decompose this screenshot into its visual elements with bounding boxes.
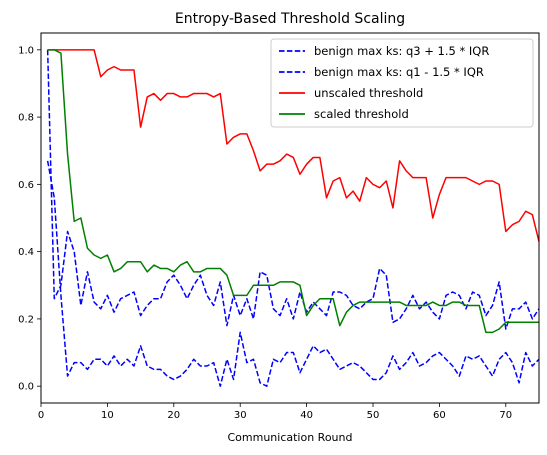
series-line-2 [46,160,540,387]
y-tick-label: 0.0 [18,382,34,393]
ticks-layer: 0 10 20 30 40 50 60 70 0.0 0.2 0.4 0.6 0.8 1.0 [18,45,512,421]
legend-label-2: benign max ks: q1 - 1.5 * IQR [314,65,484,79]
series-line-3 [47,49,540,242]
series-line-1 [46,49,540,330]
chart-title: Entropy-Based Threshold Scaling [175,11,405,27]
y-tick-label: 0.4 [18,247,34,258]
plot-frame [40,32,540,404]
legend-box [270,38,534,128]
x-tick-label: 20 [167,410,180,421]
y-tick-label: 0.8 [18,113,34,124]
legend-label-1: benign max ks: q3 + 1.5 * IQR [314,44,489,58]
legend-label-4: scaled threshold [314,107,409,121]
series-line-4 [47,49,539,334]
series-layer [46,49,540,387]
x-tick-label: 70 [499,410,512,421]
x-tick-label: 0 [38,410,44,421]
x-axis-label: Communication Round [227,431,352,444]
legend: benign max ks: q3 + 1.5 * IQR benign max … [270,38,534,128]
y-tick-label: 0.2 [18,314,34,325]
x-tick-label: 10 [101,410,114,421]
y-tick-label: 0.6 [18,180,34,191]
x-tick-label: 40 [300,410,313,421]
legend-label-3: unscaled threshold [314,86,423,100]
x-tick-label: 30 [234,410,247,421]
y-tick-label: 1.0 [18,45,34,56]
x-tick-label: 60 [433,410,446,421]
x-tick-label: 50 [367,410,380,421]
